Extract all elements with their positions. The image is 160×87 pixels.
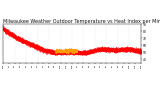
Text: Milwaukee Weather Outdoor Temperature vs Heat Index per Minute (24 Hours): Milwaukee Weather Outdoor Temperature vs…: [3, 19, 160, 24]
